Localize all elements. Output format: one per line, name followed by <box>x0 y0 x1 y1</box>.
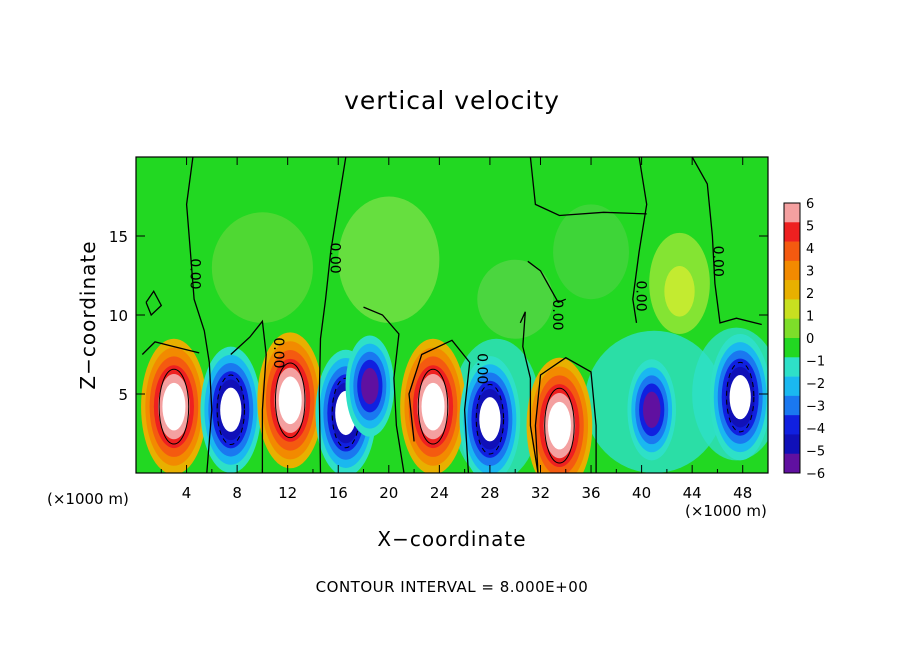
colorbar-swatch <box>784 338 800 358</box>
colorbar-tick-label: 5 <box>806 220 814 235</box>
updraft-cell <box>162 382 186 431</box>
x-tick-label: 40 <box>632 484 651 502</box>
downdraft-cell <box>361 367 379 405</box>
contour-interval-note: CONTOUR INTERVAL = 8.000E+00 <box>315 578 589 596</box>
colorbar: 6 5 4 3 2 1 0 −1 −2 −3 −4 −5 −6 <box>783 197 825 482</box>
y-tick-label: 10 <box>109 307 128 325</box>
colorbar-swatch <box>784 203 800 223</box>
inner-contour <box>726 361 755 433</box>
inner-contour <box>274 362 306 439</box>
colorbar-swatch <box>784 260 800 281</box>
zero-contour-line <box>318 157 347 473</box>
x-tick-label: 36 <box>581 484 600 502</box>
colorbar-tick-label: 4 <box>806 242 814 257</box>
field-blob <box>338 196 440 323</box>
zero-contour-line <box>527 260 567 304</box>
contour-value-label: 0.00 <box>633 280 649 311</box>
colorbar-swatch <box>784 299 800 320</box>
zero-contour-line <box>632 157 648 324</box>
downdraft-cell <box>729 375 751 420</box>
updraft-cell <box>421 382 445 431</box>
colorbar-tick-label: 2 <box>806 287 814 302</box>
x-unit-label-right: (×1000 m) <box>685 502 767 520</box>
downdraft-cell <box>479 397 501 442</box>
colorbar-tick-label: 6 <box>806 197 814 212</box>
zero-contour-line <box>145 290 163 317</box>
x-axis-label: X−coordinate <box>377 527 527 551</box>
colorbar-swatch <box>784 453 800 474</box>
field-blob <box>553 204 629 300</box>
zero-contour-line <box>363 306 405 473</box>
colorbar-swatch <box>784 357 800 377</box>
colorbar-tick-label: −2 <box>806 377 825 392</box>
x-tick-label: 12 <box>278 484 297 502</box>
colorbar-swatch <box>784 318 800 339</box>
colorbar-frame <box>783 202 801 474</box>
colorbar-tick-label: −5 <box>806 445 825 460</box>
colorbar-swatch <box>784 222 800 242</box>
zero-contour-line <box>408 339 471 473</box>
x-tick-label: 20 <box>379 484 398 502</box>
y-tick-label: 5 <box>118 386 128 404</box>
y-axis-ticks: 5 10 15 <box>109 228 768 404</box>
colorbar-tick-label: −6 <box>806 467 825 482</box>
colorbar-swatch <box>784 376 800 397</box>
colorbar-tick-label: 3 <box>806 265 814 280</box>
x-tick-label: 4 <box>182 484 192 502</box>
zero-contour-line <box>141 341 200 355</box>
x-unit-label-left: (×1000 m) <box>47 490 129 508</box>
x-axis-ticks: 4 8 12 16 20 24 28 32 36 40 44 48 <box>160 157 752 502</box>
chart-title: vertical velocity <box>344 86 560 115</box>
x-tick-label: 24 <box>430 484 449 502</box>
inner-contour <box>417 368 449 445</box>
contour-value-label: 0.00 <box>710 246 726 277</box>
zero-contour-line <box>534 356 597 473</box>
zero-contour-line <box>691 157 762 326</box>
x-tick-label: 44 <box>683 484 702 502</box>
y-tick-label: 15 <box>109 228 128 246</box>
x-tick-label: 8 <box>232 484 242 502</box>
field-blob <box>477 259 554 339</box>
colorbar-tick-label: 1 <box>806 310 814 325</box>
field-blob <box>664 266 695 317</box>
updraft-cell <box>278 376 302 425</box>
colorbar-tick-label: 0 <box>806 332 814 347</box>
y-axis-label: Z−coordinate <box>76 240 100 390</box>
field-blob <box>211 212 313 323</box>
contour-value-label: 0.00 <box>473 353 489 384</box>
contour-value-label: 0.00 <box>270 337 286 368</box>
contour-value-label: 0.00 <box>549 299 565 330</box>
x-tick-label: 32 <box>531 484 550 502</box>
zero-contour-line <box>185 157 213 473</box>
colorbar-tick-label: −1 <box>806 355 825 370</box>
contour-value-label: 0.00 <box>327 243 343 274</box>
inner-contour <box>544 387 575 464</box>
colorbar-tick-label: −4 <box>806 422 825 437</box>
zero-contours: 0.00 0.00 0.00 0.00 0.00 0.00 0.00 <box>141 157 762 473</box>
colorbar-swatch <box>784 434 800 455</box>
downdraft-cell <box>642 391 661 429</box>
updraft-cell <box>547 401 571 450</box>
velocity-field <box>136 157 768 473</box>
inner-contour <box>158 368 190 445</box>
colorbar-swatch <box>784 280 800 300</box>
x-tick-label: 16 <box>329 484 348 502</box>
colorbar-swatch <box>784 415 800 435</box>
x-tick-label: 48 <box>733 484 752 502</box>
inner-contour <box>475 384 505 455</box>
zero-contour-line <box>519 311 539 473</box>
colorbar-swatch <box>784 241 800 262</box>
zero-contour-line <box>529 157 647 217</box>
colorbar-tick-label: −3 <box>806 400 825 415</box>
inner-contour <box>216 374 245 446</box>
colorbar-swatch <box>784 395 800 416</box>
x-tick-label: 28 <box>480 484 499 502</box>
downdraft-cell <box>220 387 242 432</box>
contour-value-label: 0.00 <box>186 258 202 289</box>
zero-contour-line <box>230 319 267 473</box>
